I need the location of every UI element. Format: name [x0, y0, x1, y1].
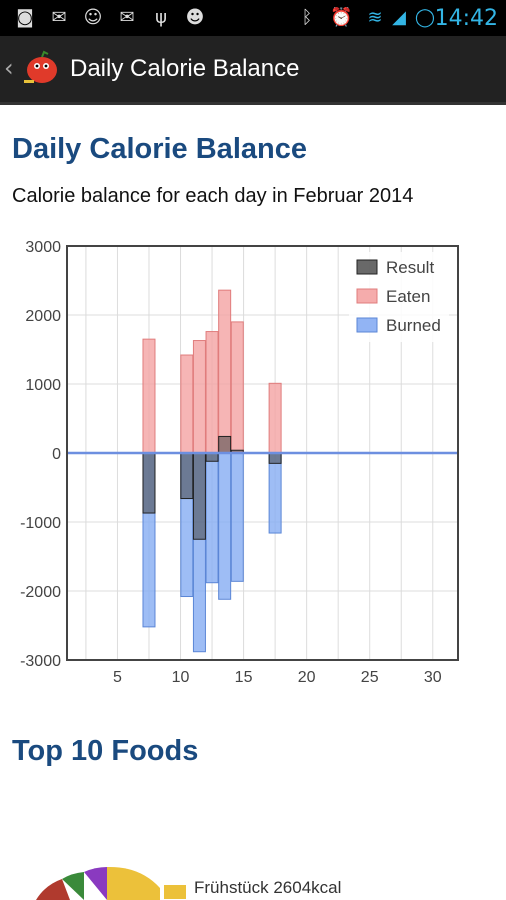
- legend-label-burned: Burned: [386, 316, 441, 335]
- bar-result: [268, 452, 282, 464]
- mail-icon: ✉: [51, 7, 67, 28]
- y-tick-label: 2000: [25, 308, 61, 325]
- status-bar: ◙ ✉ ☺ ✉ ψ ☻ ᛒ ⏰ ≋ ◢ ◯ 14:42: [0, 0, 506, 36]
- legend-swatch-eaten: [356, 288, 378, 304]
- pie-slice: [107, 866, 160, 900]
- y-tick-label: 0: [52, 446, 61, 463]
- plot-frame: [66, 245, 459, 661]
- bar-eaten: [180, 354, 194, 454]
- bluetooth-icon: ᛒ: [301, 7, 313, 28]
- bar-burned: [268, 452, 282, 534]
- legend-swatch-fruehstueck: [164, 885, 186, 899]
- page-title: Daily Calorie Balance: [12, 133, 307, 165]
- pie-legend-label: Frühstück 2604kcal: [194, 878, 342, 897]
- bar-eaten: [205, 331, 219, 454]
- bar-result: [218, 435, 232, 454]
- x-tick-label: 10: [172, 669, 190, 686]
- android-icon: ☻: [185, 7, 205, 28]
- mail-icon: ✉: [119, 7, 135, 28]
- top-foods-pie-chart: [36, 866, 186, 900]
- y-tick-label: -2000: [20, 584, 61, 601]
- x-tick-label: 20: [298, 669, 316, 686]
- alarm-icon: ⏰: [330, 7, 353, 28]
- usb-icon: ψ: [155, 7, 167, 28]
- x-tick-label: 15: [235, 669, 253, 686]
- app-icon: ☺: [83, 7, 103, 28]
- legend-label-eaten: Eaten: [386, 287, 430, 306]
- pie-slice: [62, 872, 84, 900]
- status-time: 14:42: [434, 6, 498, 31]
- bar-eaten: [268, 382, 282, 454]
- pie-slice: [84, 867, 107, 900]
- bar-burned: [230, 452, 244, 582]
- bar-result: [142, 452, 156, 514]
- bar-eaten: [230, 321, 244, 454]
- bar-burned: [218, 452, 232, 600]
- back-icon[interactable]: ‹: [4, 54, 14, 82]
- x-tick-label: 30: [424, 669, 442, 686]
- bar-burned: [205, 452, 219, 584]
- bar-eaten: [192, 340, 206, 454]
- top-foods-title: Top 10 Foods: [12, 735, 199, 767]
- signal-icon: ◢: [392, 7, 406, 28]
- screenshot-icon: ◙: [16, 7, 34, 28]
- app-logo[interactable]: [20, 50, 62, 88]
- bar-result: [180, 452, 194, 500]
- legend-label-result: Result: [386, 258, 434, 277]
- y-tick-label: 3000: [25, 239, 61, 256]
- pie-slice: [36, 879, 70, 900]
- y-tick-label: 1000: [25, 377, 61, 394]
- y-tick-label: -1000: [20, 515, 61, 532]
- calorie-balance-chart: 3000 2000 1000 0 -1000 -2000 -3000 5 10 15 20 25 30 R…: [20, 239, 459, 686]
- main-content: Daily Calorie Balance Calorie balance fo…: [0, 105, 506, 900]
- bar-result: [192, 452, 206, 540]
- y-tick-label: -3000: [20, 653, 61, 670]
- action-bar-title: Daily Calorie Balance: [70, 55, 300, 82]
- legend-swatch-burned: [356, 317, 378, 333]
- legend-swatch-result: [356, 259, 378, 275]
- action-bar: ‹ Daily Calorie Balance: [0, 36, 506, 105]
- page-subtitle: Calorie balance for each day in Februar …: [12, 185, 414, 207]
- x-tick-label: 25: [361, 669, 379, 686]
- bar-eaten: [142, 338, 156, 454]
- bar-eaten: [218, 289, 232, 454]
- sync-icon: ◯: [414, 7, 436, 28]
- x-tick-label: 5: [113, 669, 122, 686]
- wifi-icon: ≋: [367, 7, 383, 28]
